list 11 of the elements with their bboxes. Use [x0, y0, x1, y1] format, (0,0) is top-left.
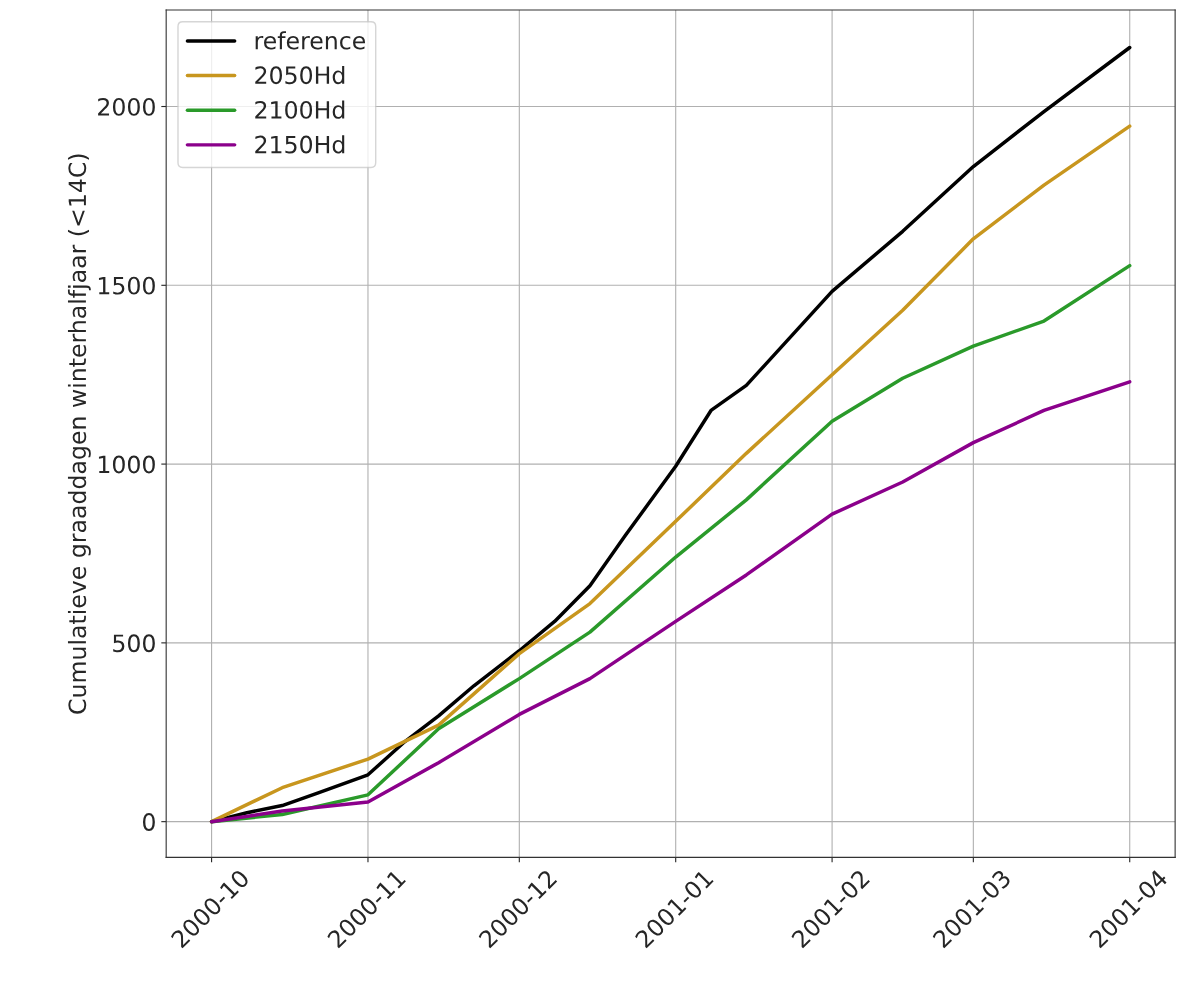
- legend-label: 2100Hd: [255, 100, 345, 119]
- y-tick-label: 1500: [98, 276, 155, 295]
- y-tick-label: 0: [142, 813, 155, 831]
- legend-label: 2050Hd: [255, 65, 345, 85]
- legend-label: 2150Hd: [255, 135, 345, 154]
- y-tick-label: 1000: [98, 455, 155, 474]
- y-axis-title: Cumulatieve graaddagen winterhalfjaar (<14C): [67, 154, 91, 714]
- y-tick-label: 2000: [98, 97, 155, 116]
- legend-label: reference: [255, 31, 365, 50]
- y-tick-label: 500: [113, 634, 155, 653]
- line-series: [209, 380, 1132, 824]
